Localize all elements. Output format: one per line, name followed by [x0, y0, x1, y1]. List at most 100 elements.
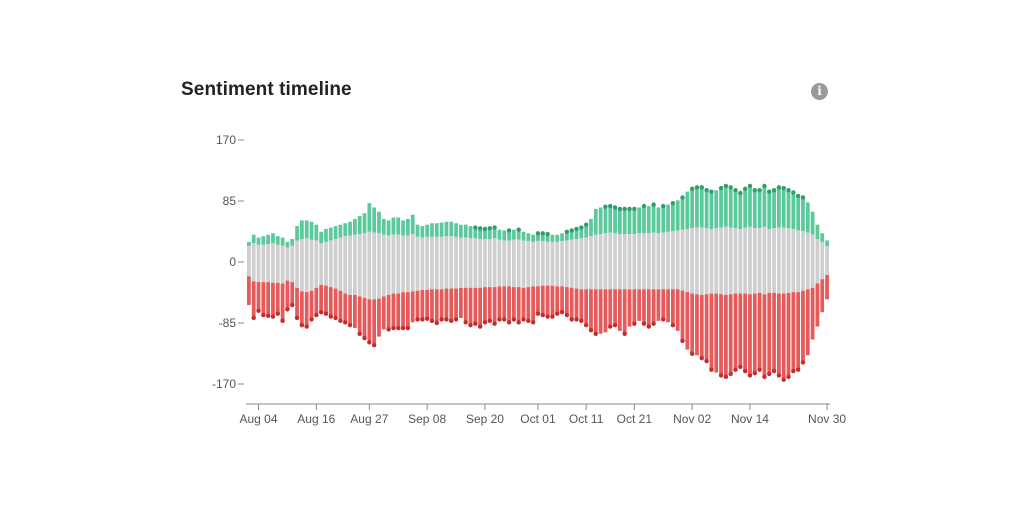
negative-bar	[569, 287, 574, 320]
negative-peak-dot	[299, 322, 305, 328]
negative-bar	[459, 287, 463, 318]
positive-bar	[656, 207, 661, 234]
neutral-bar	[295, 240, 299, 288]
neutral-bar	[487, 239, 492, 288]
neutral-bar	[362, 233, 367, 298]
neutral-bar	[589, 236, 593, 290]
negative-bar	[362, 297, 367, 339]
positive-peak-dot	[641, 203, 647, 209]
negative-bar	[777, 293, 781, 376]
negative-bar	[801, 290, 805, 363]
positive-peak-dot	[723, 183, 729, 189]
positive-bar	[526, 233, 531, 242]
neutral-bar	[820, 241, 825, 280]
sentiment-timeline-card: Sentiment timeline i 170 85 0 -85 -170 Aug 0…	[170, 66, 850, 446]
negative-peak-dot	[670, 322, 676, 328]
neutral-bar	[391, 234, 396, 294]
positive-bar	[483, 228, 487, 240]
positive-bar	[767, 191, 772, 229]
positive-bar	[439, 222, 444, 237]
bars-layer	[247, 185, 829, 380]
neutral-bar	[815, 239, 820, 284]
info-icon[interactable]: i	[811, 83, 828, 100]
negative-bar	[579, 289, 584, 321]
positive-bar	[752, 190, 757, 229]
negative-peak-dot	[371, 343, 377, 348]
neutral-bar	[309, 239, 314, 291]
negative-bar	[367, 299, 372, 343]
negative-bar	[820, 279, 825, 313]
negative-peak-dot	[521, 317, 526, 322]
positive-bar	[569, 230, 574, 240]
negative-bar	[391, 293, 396, 329]
positive-bar	[391, 217, 396, 235]
neutral-bar	[285, 247, 290, 281]
neutral-bar	[786, 228, 791, 293]
positive-peak-dot	[728, 185, 733, 190]
positive-bar	[386, 220, 391, 236]
positive-bar	[516, 229, 521, 240]
positive-bar	[637, 207, 642, 234]
positive-bar	[492, 227, 497, 239]
negative-peak-dot	[608, 324, 613, 329]
negative-peak-dot	[309, 317, 314, 322]
neutral-bar	[724, 226, 728, 296]
positive-bar	[632, 208, 637, 235]
negative-peak-dot	[661, 317, 666, 322]
negative-bar	[502, 286, 507, 320]
neutral-bar	[565, 240, 569, 288]
negative-peak-dot	[506, 320, 512, 325]
neutral-bar	[752, 228, 757, 294]
negative-peak-dot	[449, 318, 454, 324]
negative-bar	[473, 287, 478, 324]
negative-bar	[661, 289, 666, 320]
negative-peak-dot	[689, 351, 695, 357]
positive-peak-dot	[608, 203, 613, 209]
x-axis: Aug 04 Aug 16 Aug 27 Sep 08 Sep 20 Oct 01 Oct …	[239, 403, 846, 426]
neutral-bar	[656, 233, 661, 290]
negative-peak-dot	[492, 321, 497, 326]
neutral-bar	[671, 231, 675, 290]
positive-bar	[285, 241, 290, 248]
positive-bar	[579, 227, 584, 239]
positive-peak-dot	[791, 190, 796, 195]
neutral-bar	[319, 243, 324, 285]
neutral-bar	[516, 239, 521, 288]
positive-peak-dot	[694, 185, 700, 190]
positive-peak-dot	[704, 188, 709, 193]
positive-bar	[247, 241, 251, 247]
negative-bar	[324, 285, 328, 314]
negative-bar	[815, 283, 820, 327]
neutral-bar	[507, 240, 511, 287]
positive-peak-dot	[747, 183, 753, 189]
positive-peak-dot	[709, 189, 714, 194]
positive-bar	[353, 218, 357, 235]
neutral-bar	[584, 237, 589, 290]
x-tick-label: Aug 04	[239, 412, 277, 426]
neutral-bar	[733, 228, 738, 294]
positive-bar	[473, 227, 478, 239]
neutral-bar	[420, 237, 425, 290]
neutral-bar	[280, 245, 285, 284]
negative-bar	[560, 286, 564, 313]
positive-peak-dot	[627, 206, 632, 212]
negative-peak-dot	[444, 317, 449, 322]
negative-bar	[271, 282, 275, 317]
negative-peak-dot	[555, 311, 560, 316]
positive-bar	[777, 187, 781, 228]
negative-bar	[449, 288, 454, 321]
negative-bar	[410, 291, 415, 323]
positive-bar	[333, 226, 338, 240]
negative-bar	[719, 294, 723, 376]
neutral-bar	[560, 241, 564, 287]
negative-bar	[261, 282, 266, 316]
positive-peak-dot	[762, 183, 767, 189]
positive-peak-dot	[661, 203, 666, 209]
positive-bar	[695, 187, 699, 228]
negative-bar	[748, 294, 752, 376]
negative-peak-dot	[482, 320, 488, 325]
negative-bar	[786, 292, 791, 377]
positive-peak-dot	[795, 193, 801, 199]
positive-bar	[598, 207, 603, 235]
neutral-bar	[468, 238, 473, 288]
